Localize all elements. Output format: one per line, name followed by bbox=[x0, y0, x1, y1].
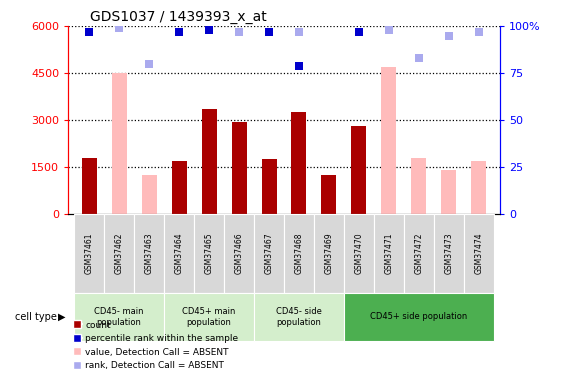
Text: ▶: ▶ bbox=[58, 312, 65, 322]
Bar bbox=[254, 214, 284, 292]
Text: GSM37463: GSM37463 bbox=[145, 232, 153, 274]
Text: GSM37467: GSM37467 bbox=[265, 232, 274, 274]
Bar bbox=[141, 175, 157, 214]
Bar bbox=[254, 292, 344, 341]
Bar bbox=[441, 170, 456, 214]
Text: GSM37464: GSM37464 bbox=[174, 232, 183, 274]
Bar bbox=[202, 109, 216, 214]
Bar bbox=[134, 214, 164, 292]
Text: GSM37474: GSM37474 bbox=[474, 232, 483, 274]
Text: GSM37473: GSM37473 bbox=[444, 232, 453, 274]
Bar bbox=[382, 67, 396, 214]
Bar bbox=[112, 73, 127, 214]
Bar bbox=[284, 214, 314, 292]
Text: GSM37462: GSM37462 bbox=[115, 232, 124, 274]
Text: CD45+ main
population: CD45+ main population bbox=[182, 307, 236, 327]
Bar bbox=[344, 214, 374, 292]
Text: GDS1037 / 1439393_x_at: GDS1037 / 1439393_x_at bbox=[90, 10, 266, 24]
Text: GSM37470: GSM37470 bbox=[354, 232, 364, 274]
Bar bbox=[434, 214, 464, 292]
Bar bbox=[232, 122, 247, 214]
Bar bbox=[224, 214, 254, 292]
Text: GSM37472: GSM37472 bbox=[415, 232, 423, 274]
Bar bbox=[82, 158, 97, 214]
Bar bbox=[314, 214, 344, 292]
Bar bbox=[352, 126, 366, 214]
Bar bbox=[291, 112, 307, 214]
Text: GSM37468: GSM37468 bbox=[294, 232, 303, 274]
Bar bbox=[164, 214, 194, 292]
Bar bbox=[194, 214, 224, 292]
Text: CD45- side
population: CD45- side population bbox=[276, 307, 322, 327]
Text: CD45+ side population: CD45+ side population bbox=[370, 312, 467, 321]
Bar bbox=[172, 160, 186, 214]
Bar bbox=[411, 158, 427, 214]
Text: GSM37471: GSM37471 bbox=[385, 232, 394, 274]
Text: GSM37465: GSM37465 bbox=[204, 232, 214, 274]
Bar bbox=[74, 292, 164, 341]
Text: GSM37466: GSM37466 bbox=[235, 232, 244, 274]
Bar bbox=[471, 160, 486, 214]
Bar bbox=[74, 214, 104, 292]
Bar bbox=[404, 214, 434, 292]
Bar bbox=[344, 292, 494, 341]
Text: cell type: cell type bbox=[15, 312, 57, 322]
Text: GSM37461: GSM37461 bbox=[85, 232, 94, 274]
Text: CD45- main
population: CD45- main population bbox=[94, 307, 144, 327]
Bar bbox=[164, 292, 254, 341]
Bar bbox=[261, 159, 277, 214]
Bar bbox=[104, 214, 134, 292]
Bar bbox=[464, 214, 494, 292]
Text: GSM37469: GSM37469 bbox=[324, 232, 333, 274]
Bar bbox=[321, 175, 336, 214]
Bar bbox=[374, 214, 404, 292]
Legend: count, percentile rank within the sample, value, Detection Call = ABSENT, rank, : count, percentile rank within the sample… bbox=[73, 320, 239, 370]
